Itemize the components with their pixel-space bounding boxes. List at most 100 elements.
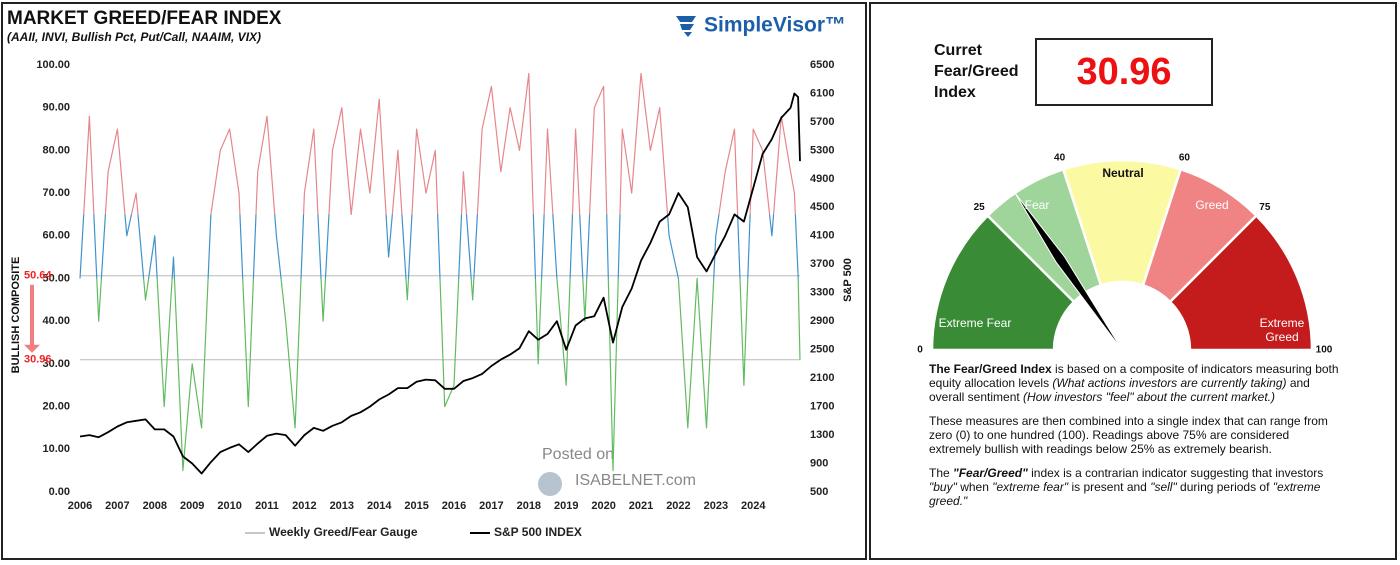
y-tick-label: 70.00 <box>42 187 70 199</box>
gauge-tick-label: 75 <box>1259 202 1271 213</box>
gauge-band-label: Greed <box>1195 198 1229 212</box>
text-run: "buy" <box>929 480 957 494</box>
x-tick-label: 2013 <box>330 500 354 512</box>
text-run: "sell" <box>1150 480 1177 494</box>
text-run: is based on a composite of indicators me… <box>929 362 1339 390</box>
text-run: The Fear/Greed Index <box>929 362 1052 376</box>
chart-subtitle: (AAII, INVI, Bullish Pct, Put/Call, NAAI… <box>7 30 261 44</box>
text-run: is present and <box>1068 480 1151 494</box>
reference-label: 30.96 <box>24 354 52 366</box>
y-tick-label: 40.00 <box>42 315 70 327</box>
gauge-tick-label: 0 <box>917 345 923 356</box>
x-tick-label: 2015 <box>404 500 428 512</box>
x-tick-label: 2020 <box>591 500 615 512</box>
description: The Fear/Greed Index is based on a compo… <box>929 362 1339 518</box>
description-paragraph: The "Fear/Greed" index is a contrarian i… <box>929 466 1339 508</box>
logo-icon <box>676 16 696 37</box>
y-tick-label: 0.00 <box>49 486 70 498</box>
description-paragraph: These measures are then combined into a … <box>929 414 1339 456</box>
y2-tick-label: 1700 <box>810 401 834 413</box>
watermark-icon <box>538 472 562 496</box>
gauge-tick-label: 100 <box>1316 345 1333 356</box>
watermark: Posted on <box>542 446 614 463</box>
y-tick-label: 60.00 <box>42 230 70 242</box>
y-tick-label: 100.00 <box>36 59 70 71</box>
y-tick-label: 30.00 <box>42 358 70 370</box>
gauge-band <box>1168 213 1314 352</box>
watermark: ISABELNET.com <box>575 472 696 489</box>
y2-tick-label: 4100 <box>810 230 834 242</box>
x-tick-label: 2009 <box>180 500 204 512</box>
x-tick-label: 2021 <box>629 500 653 512</box>
y-tick-label: 20.00 <box>42 401 70 413</box>
description-paragraph: The Fear/Greed Index is based on a compo… <box>929 362 1339 404</box>
text-run: "Fear/Greed" <box>953 466 1028 480</box>
x-tick-label: 2010 <box>217 500 241 512</box>
text-run: (What actions investors are currently ta… <box>1052 376 1287 390</box>
gauge-band-label: Neutral <box>1102 166 1144 180</box>
y2-tick-label: 2500 <box>810 344 834 356</box>
text-run: when <box>956 480 993 494</box>
x-tick-label: 2007 <box>105 500 129 512</box>
gauge-title: Curret Fear/Greed Index <box>934 42 1019 101</box>
legend-label: Weekly Greed/Fear Gauge <box>269 525 418 539</box>
text-run: (How investors "feel" about the current … <box>1023 390 1275 404</box>
gauge-band-label: Fear <box>1024 198 1050 212</box>
text-run: These measures are then combined into a … <box>929 414 1328 456</box>
y-tick-label: 50.00 <box>42 272 70 284</box>
x-tick-label: 2014 <box>367 500 392 512</box>
x-tick-label: 2012 <box>292 500 316 512</box>
x-tick-label: 2016 <box>442 500 466 512</box>
text-run: "extreme greed." <box>929 480 1321 508</box>
y2-tick-label: 6500 <box>810 59 834 71</box>
logo: SimpleVisor™ <box>704 14 846 37</box>
x-tick-label: 2011 <box>255 500 279 512</box>
y2-tick-label: 4900 <box>810 173 834 185</box>
x-tick-label: 2017 <box>479 500 503 512</box>
y2-tick-label: 1300 <box>810 429 834 441</box>
text-run: "extreme fear" <box>992 480 1069 494</box>
text-run: The <box>929 466 954 480</box>
y-axis-title: BULLISH COMPOSITE <box>10 257 22 374</box>
chart-title: MARKET GREED/FEAR INDEX <box>7 8 282 29</box>
y2-tick-label: 3700 <box>810 258 834 270</box>
series-line <box>79 72 801 472</box>
x-tick-label: 2024 <box>741 500 766 512</box>
text-run: during periods of <box>1176 480 1273 494</box>
y2-tick-label: 5300 <box>810 144 834 156</box>
text-run: and overall sentiment <box>929 376 1310 404</box>
gauge-needle <box>1014 192 1124 352</box>
y-tick-label: 90.00 <box>42 102 70 114</box>
y2-tick-label: 3300 <box>810 287 834 299</box>
y2-tick-label: 500 <box>810 486 828 498</box>
gauge-tick-label: 25 <box>974 202 986 213</box>
y2-tick-label: 4500 <box>810 201 834 213</box>
x-tick-label: 2023 <box>704 500 728 512</box>
y-tick-label: 80.00 <box>42 144 70 156</box>
gauge-band-label: Extreme Fear <box>938 316 1012 330</box>
left-panel <box>1 2 867 560</box>
gauge-value: 30.96 <box>1035 38 1213 106</box>
y2-axis-title: S&P 500 <box>842 258 854 302</box>
x-tick-label: 2006 <box>68 500 92 512</box>
gauge-band <box>930 213 1076 352</box>
gauge-tick-label: 60 <box>1179 153 1191 164</box>
x-tick-label: 2018 <box>517 500 541 512</box>
legend-label: S&P 500 INDEX <box>494 525 582 539</box>
y2-tick-label: 6100 <box>810 87 834 99</box>
y2-tick-label: 900 <box>810 457 828 469</box>
x-tick-label: 2008 <box>143 500 167 512</box>
y2-tick-label: 2900 <box>810 315 834 327</box>
text-run: index is a contrarian indicator suggesti… <box>1027 466 1324 480</box>
y2-tick-label: 5700 <box>810 116 834 128</box>
gauge-tick-label: 40 <box>1054 153 1066 164</box>
y-tick-label: 10.00 <box>42 443 70 455</box>
reference-label: 50.64 <box>24 270 52 282</box>
x-tick-label: 2019 <box>554 500 578 512</box>
series-line <box>79 92 801 475</box>
gauge-band-label: Extreme Greed <box>1259 316 1305 344</box>
x-tick-label: 2022 <box>666 500 690 512</box>
right-panel <box>869 2 1397 560</box>
